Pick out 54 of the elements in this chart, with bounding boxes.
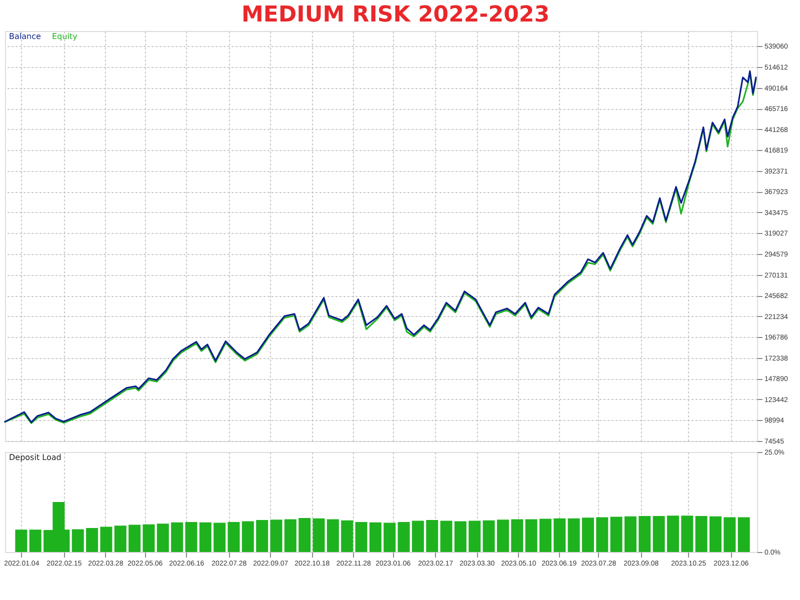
bar — [242, 521, 254, 552]
bar — [468, 520, 481, 552]
bar — [426, 520, 438, 552]
bar — [312, 518, 325, 552]
bar — [142, 524, 155, 552]
bar — [511, 519, 524, 552]
bar — [256, 520, 268, 552]
bar — [326, 519, 339, 552]
bar — [596, 517, 608, 552]
bar — [86, 528, 98, 552]
bar — [525, 519, 538, 552]
bar — [270, 520, 282, 552]
bar — [284, 519, 296, 552]
bar — [185, 522, 198, 552]
bar — [440, 520, 452, 552]
bar — [738, 517, 750, 552]
text: Equity — [52, 32, 78, 41]
chart-title: MEDIUM RISK 2022-2023 — [241, 2, 550, 28]
bar — [539, 518, 552, 552]
bar — [482, 520, 495, 552]
bar — [454, 521, 466, 552]
bar — [29, 530, 42, 552]
chart-title: Deposit Load — [9, 453, 62, 462]
bar — [398, 522, 410, 552]
bar — [214, 522, 226, 552]
bar — [228, 522, 240, 552]
bar — [695, 516, 708, 552]
bar — [610, 516, 622, 552]
bar — [568, 518, 580, 552]
bar — [681, 516, 694, 552]
bar — [199, 522, 212, 552]
bar — [412, 520, 424, 552]
bar — [384, 522, 396, 552]
bar — [156, 524, 169, 552]
bar — [554, 518, 566, 552]
bar — [496, 520, 509, 552]
bar — [666, 516, 679, 552]
bar — [355, 522, 368, 552]
bar — [171, 522, 184, 552]
bar — [100, 526, 112, 552]
bar — [114, 526, 126, 552]
bar — [341, 520, 354, 552]
bar — [15, 530, 28, 552]
bar — [652, 516, 665, 552]
bar — [128, 524, 141, 552]
bar — [369, 522, 382, 552]
bar — [582, 518, 594, 552]
bar — [638, 516, 651, 552]
bar — [298, 518, 311, 552]
bar — [710, 516, 722, 552]
bar — [724, 517, 736, 552]
text: Balance — [9, 32, 41, 41]
bar — [72, 529, 84, 552]
bar — [624, 516, 636, 552]
